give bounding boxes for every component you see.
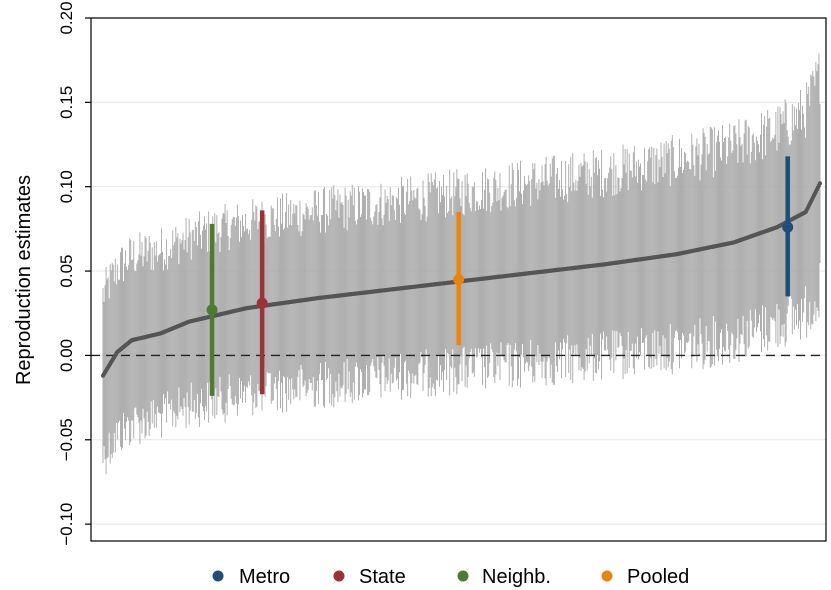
pooled-point — [453, 274, 465, 285]
highlighted-estimates — [206, 156, 794, 396]
legend: Metro State Neighb. Pooled — [212, 566, 689, 588]
metro-point — [782, 221, 794, 233]
legend-label-pooled: Pooled — [627, 566, 689, 588]
y-tick-label: 0.10 — [57, 170, 76, 203]
legend-marker-state — [333, 570, 345, 582]
y-tick-label: 0.05 — [57, 255, 76, 288]
legend-marker-pooled — [601, 570, 613, 582]
y-axis-label: Reproduction estimates — [13, 175, 35, 385]
estimate-point — [817, 181, 823, 186]
y-tick-label: −0.05 — [57, 418, 76, 461]
y-axis: −0.10 −0.05 0.00 0.05 0.10 0.15 0.20 — [57, 1, 91, 546]
legend-marker-metro — [212, 570, 224, 582]
plot-frame — [90, 17, 827, 542]
legend-label-metro: Metro — [239, 566, 290, 588]
legend-label-state: State — [359, 566, 406, 588]
neighb-point — [206, 304, 218, 316]
background-confidence-intervals — [102, 53, 821, 475]
y-tick-label: 0.15 — [57, 86, 76, 119]
legend-label-neighb: Neighb. — [482, 566, 551, 588]
y-tick-label: 0.20 — [57, 1, 76, 34]
state-point — [256, 297, 268, 309]
y-tick-label: −0.10 — [57, 503, 76, 546]
legend-marker-neighb — [457, 570, 469, 582]
y-tick-label: 0.00 — [57, 339, 76, 372]
